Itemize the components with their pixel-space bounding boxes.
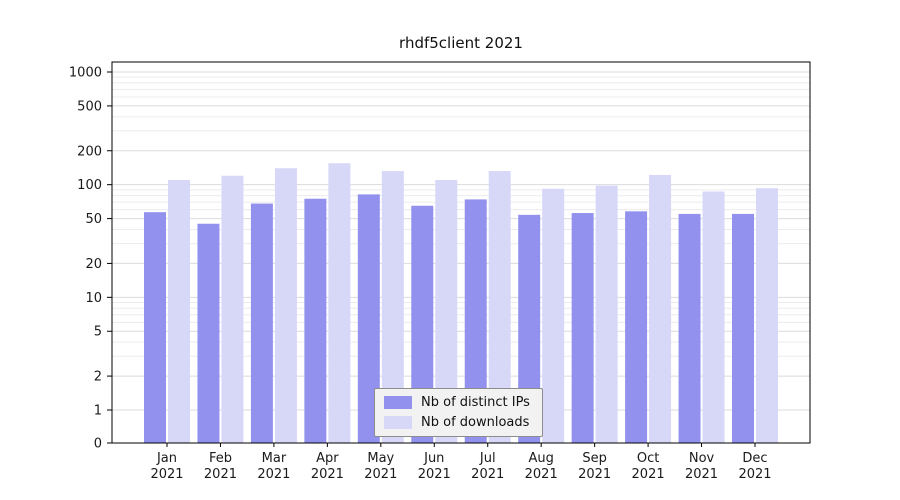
svg-text:Jun: Jun: [423, 451, 444, 466]
svg-text:2021: 2021: [578, 467, 611, 482]
svg-text:Oct: Oct: [637, 451, 659, 466]
svg-text:May: May: [367, 451, 394, 466]
svg-text:2021: 2021: [685, 467, 718, 482]
svg-text:Apr: Apr: [316, 451, 339, 466]
legend: Nb of distinct IPs Nb of downloads: [374, 388, 543, 437]
svg-text:Nov: Nov: [689, 451, 715, 466]
legend-swatch-distinct-ips: [384, 396, 412, 409]
svg-text:Dec: Dec: [742, 451, 767, 466]
legend-swatch-downloads: [384, 416, 412, 429]
svg-text:20: 20: [85, 257, 102, 272]
svg-text:Mar: Mar: [262, 451, 287, 466]
svg-text:Jul: Jul: [479, 451, 496, 466]
svg-text:50: 50: [85, 212, 102, 227]
svg-text:200: 200: [77, 144, 102, 159]
svg-text:2021: 2021: [632, 467, 665, 482]
svg-text:2021: 2021: [150, 467, 183, 482]
legend-item-downloads: Nb of downloads: [384, 415, 530, 430]
legend-label-distinct-ips: Nb of distinct IPs: [421, 395, 530, 410]
svg-text:2021: 2021: [311, 467, 344, 482]
svg-text:1: 1: [94, 404, 102, 419]
chart-title: rhdf5client 2021: [399, 34, 523, 52]
svg-text:5: 5: [94, 325, 102, 340]
svg-text:100: 100: [77, 178, 102, 193]
svg-text:Sep: Sep: [582, 451, 607, 466]
svg-text:2021: 2021: [257, 467, 290, 482]
svg-text:1000: 1000: [69, 66, 102, 81]
legend-label-downloads: Nb of downloads: [421, 415, 530, 430]
svg-text:0: 0: [94, 437, 102, 452]
svg-text:Jan: Jan: [156, 451, 177, 466]
svg-text:2021: 2021: [364, 467, 397, 482]
svg-text:Feb: Feb: [209, 451, 232, 466]
svg-text:2021: 2021: [525, 467, 558, 482]
svg-text:2: 2: [94, 370, 102, 385]
svg-text:2021: 2021: [204, 467, 237, 482]
svg-text:2021: 2021: [418, 467, 451, 482]
legend-item-distinct-ips: Nb of distinct IPs: [384, 395, 530, 410]
svg-text:Aug: Aug: [528, 451, 553, 466]
svg-text:500: 500: [77, 99, 102, 114]
svg-text:10: 10: [85, 291, 102, 306]
svg-text:2021: 2021: [471, 467, 504, 482]
svg-text:2021: 2021: [738, 467, 771, 482]
